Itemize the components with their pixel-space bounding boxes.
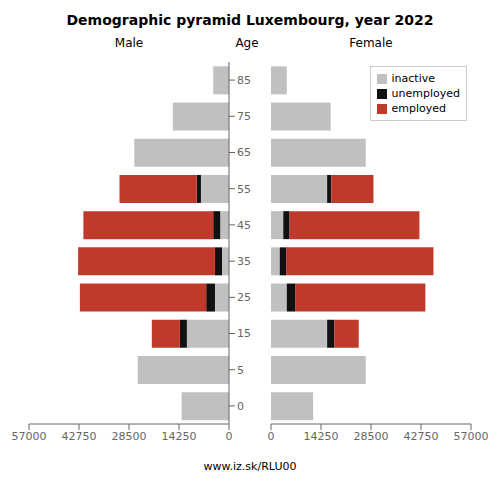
svg-text:28500: 28500 <box>354 430 389 443</box>
html-text:unemployed: unemployed <box>391 87 460 100</box>
html-text:www.iz.sk/RLU00: www.iz.sk/RLU00 <box>203 460 297 473</box>
svg-text:28500: 28500 <box>112 430 147 443</box>
svg-text:25: 25 <box>237 291 251 304</box>
svg-text:85: 85 <box>237 74 251 87</box>
svg-text:5: 5 <box>237 364 244 377</box>
svg-text:42750: 42750 <box>404 430 439 443</box>
svg-text:15: 15 <box>237 327 251 340</box>
html-text:employed: employed <box>391 102 446 115</box>
svg-text:75: 75 <box>237 110 251 123</box>
html-text:Demographic pyramid Luxembourg: Demographic pyramid Luxembourg, year 202… <box>66 12 434 28</box>
html-text:inactive: inactive <box>391 72 435 85</box>
svg-text:14250: 14250 <box>162 430 197 443</box>
svg-text:14250: 14250 <box>304 430 339 443</box>
svg-text:45: 45 <box>237 219 251 232</box>
svg-text:57000: 57000 <box>12 430 47 443</box>
html-text:Female: Female <box>349 36 393 50</box>
html-text:Male: Male <box>114 36 144 50</box>
svg-text:42750: 42750 <box>62 430 97 443</box>
svg-text:35: 35 <box>237 255 251 268</box>
html-text:Age: Age <box>235 36 259 50</box>
svg-text:0: 0 <box>237 400 244 413</box>
svg-text:55: 55 <box>237 183 251 196</box>
svg-text:65: 65 <box>237 146 251 159</box>
svg-text:0: 0 <box>268 430 275 443</box>
svg-text:0: 0 <box>226 430 233 443</box>
svg-text:57000: 57000 <box>454 430 489 443</box>
